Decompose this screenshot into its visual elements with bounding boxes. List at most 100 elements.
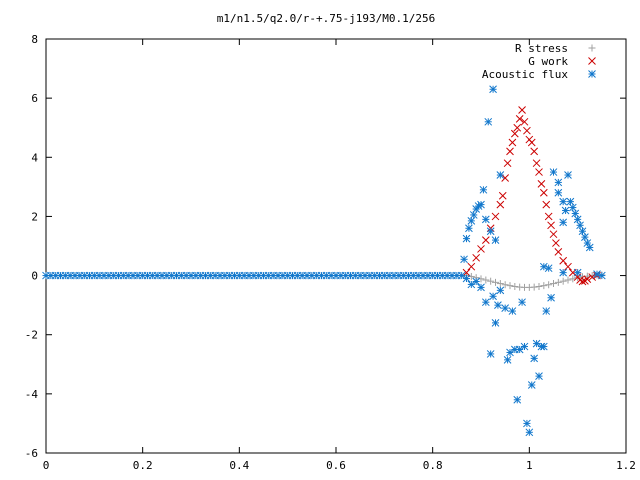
data-point [554,188,563,197]
chart-title: m1/n1.5/q2.0/r-+.75-j193/M0.1/256 [217,12,436,25]
data-point [564,262,572,271]
axes: 0 0.2 0.4 0.6 0.8 1 1.2 -6 -4 -2 0 2 4 6 8 [25,33,636,472]
data-point [479,185,488,194]
x-tick-label: 0.8 [423,459,443,472]
data-point [549,168,558,176]
data-point [564,276,572,284]
data-point [506,282,514,290]
data-point [491,212,500,221]
data-point [573,215,582,224]
data-point [462,234,471,243]
data-point [544,264,553,273]
data-point [554,248,563,256]
data-point [487,277,495,285]
data-point [472,253,481,262]
legend-marker [588,44,596,52]
data-point [513,123,522,132]
data-point [503,355,512,364]
data-point [481,215,490,224]
series-2 [42,85,606,437]
data-point [559,197,568,206]
data-point [491,319,500,327]
data-point [494,301,502,309]
data-point [501,281,509,289]
data-point [537,180,546,188]
data-point [515,114,524,123]
data-point [518,106,526,114]
data-point [491,236,500,244]
data-point [511,283,519,291]
data-point [498,191,507,200]
data-point [585,243,594,252]
data-point [477,283,485,292]
legend-label: R stress [515,42,568,55]
data-point [554,278,562,286]
data-point [481,298,490,307]
data-point [477,245,485,253]
data-point [530,354,539,363]
y-tick-label: 6 [31,92,38,105]
data-point [539,262,548,271]
data-point [559,268,568,277]
data-point [539,188,548,197]
data-point [544,212,553,221]
data-point [462,274,471,283]
x-tick-label: 0.6 [326,459,346,472]
data-point [510,129,519,138]
data-point [569,275,577,283]
data-point [581,233,589,241]
data-point [559,218,568,227]
data-point [472,277,481,286]
data-point [530,147,539,156]
data-point [523,126,531,135]
data-point [564,171,572,179]
data-point [540,282,548,290]
data-point [559,277,567,285]
legend-label: G work [528,55,568,68]
data-point [506,147,514,156]
data-point [530,283,538,291]
data-point [496,280,504,288]
data-point [547,293,555,302]
data-point [542,200,551,209]
data-point [489,85,497,94]
data-point [496,171,505,179]
data-point [535,168,543,176]
data-point [573,268,582,277]
data-point [549,230,558,239]
y-tick-label: 8 [31,33,38,46]
x-tick-label: 0.4 [229,459,249,472]
legend-marker [588,70,596,78]
data-point [508,138,517,147]
data-point [559,256,568,265]
data-point [597,271,606,280]
x-tick-label: 1.2 [616,459,636,472]
data-point [554,178,563,187]
data-point [465,224,473,233]
data-point [547,221,555,230]
data-point [482,276,490,284]
data-point [467,262,476,271]
data-point [576,276,584,284]
x-tick-label: 0.2 [133,459,153,472]
data-point [578,277,587,286]
y-tick-label: 4 [31,151,38,164]
data-point [467,217,476,225]
data-point [539,342,548,351]
data-point [588,272,596,280]
data-point [561,206,570,215]
data-point [525,428,534,437]
data-point [578,227,587,236]
y-tick-label: -4 [25,388,39,401]
data-point [503,159,512,168]
data-point [486,227,495,236]
data-point [496,200,505,209]
data-point [469,211,478,219]
data-point [520,342,529,351]
legend-label: Acoustic flux [482,68,568,81]
data-point [481,236,490,244]
data-point [462,268,471,277]
data-point [527,138,536,147]
